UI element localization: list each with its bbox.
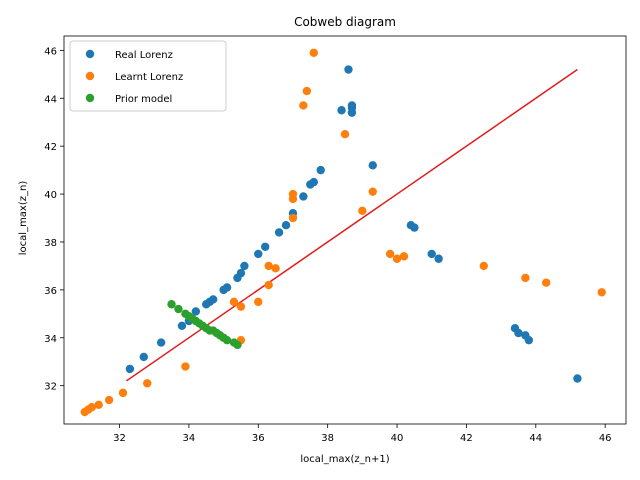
data-point — [479, 261, 488, 271]
y-tick-label: 32 — [44, 382, 57, 393]
data-point — [316, 165, 325, 175]
data-point — [264, 261, 273, 271]
data-point — [94, 400, 103, 410]
data-point — [542, 278, 551, 287]
data-point — [177, 321, 187, 331]
data-point — [358, 206, 367, 216]
data-point — [191, 307, 201, 316]
data-point — [299, 192, 308, 201]
data-point — [261, 242, 270, 251]
data-point — [236, 302, 246, 311]
data-point — [399, 252, 409, 261]
legend-marker — [85, 93, 95, 103]
data-point — [167, 300, 176, 309]
legend: Real Lorenz Learnt Lorenz Prior model — [69, 40, 227, 112]
data-point — [254, 297, 263, 307]
data-point — [427, 249, 436, 259]
data-point — [271, 264, 280, 273]
data-point — [229, 297, 239, 307]
x-tick-label: 34 — [183, 433, 196, 444]
data-point — [118, 388, 128, 398]
data-point — [347, 101, 357, 110]
data-point — [264, 280, 273, 290]
data-point — [597, 288, 606, 297]
data-point — [222, 283, 232, 292]
legend-label: Learnt Lorenz — [115, 72, 183, 83]
y-tick-label: 36 — [44, 286, 57, 297]
series-learnt-lorenz — [80, 48, 606, 417]
x-tick-label: 44 — [529, 433, 542, 444]
data-point — [434, 254, 443, 263]
data-point — [309, 48, 318, 57]
y-tick-label: 38 — [44, 238, 57, 249]
data-point — [340, 129, 350, 139]
data-point — [208, 295, 218, 304]
data-point — [236, 268, 246, 278]
data-point — [337, 106, 346, 115]
data-point — [521, 273, 530, 283]
y-tick-label: 44 — [44, 94, 57, 105]
data-point — [274, 228, 284, 237]
data-point — [410, 223, 419, 232]
data-point — [174, 304, 183, 314]
x-tick-label: 40 — [391, 433, 404, 444]
y-tick-label: 40 — [44, 190, 57, 201]
data-point — [281, 221, 291, 230]
data-point — [233, 340, 242, 350]
data-point — [288, 213, 298, 223]
legend-marker — [85, 49, 95, 59]
x-axis-title: local_max(z_n+1) — [300, 454, 389, 465]
data-point — [368, 161, 377, 170]
data-point — [392, 254, 402, 263]
data-point — [143, 379, 152, 388]
data-point — [104, 395, 114, 405]
x-tick-label: 32 — [113, 433, 126, 444]
data-point — [573, 374, 582, 383]
data-point — [309, 177, 318, 187]
x-tick-label: 42 — [460, 433, 473, 444]
data-point — [181, 362, 190, 371]
y-tick-label: 34 — [44, 334, 57, 345]
data-point — [299, 101, 308, 110]
y-tick-label: 46 — [44, 46, 57, 57]
data-point — [514, 328, 523, 338]
data-point — [368, 187, 377, 196]
data-point — [524, 335, 534, 345]
data-point — [254, 249, 263, 259]
legend-label: Prior model — [115, 94, 172, 105]
legend-marker — [85, 71, 95, 81]
plot-area — [80, 48, 606, 417]
legend-box — [69, 40, 227, 112]
data-point — [302, 86, 312, 96]
data-point — [87, 403, 96, 412]
y-tick-label: 42 — [44, 142, 57, 153]
axes-frame — [63, 35, 627, 425]
data-point — [156, 338, 166, 347]
x-tick-label: 36 — [252, 433, 265, 444]
series-prior-model — [167, 300, 242, 350]
data-point — [344, 65, 353, 74]
axes: 32 34 36 38 40 42 44 46 32 34 36 38 40 42 44 46 — [44, 35, 627, 444]
data-point — [385, 249, 395, 259]
x-tick-label: 38 — [321, 433, 334, 444]
data-point — [288, 189, 298, 199]
x-tick-label: 46 — [599, 433, 612, 444]
data-point — [125, 364, 135, 374]
chart-title: Cobweb diagram — [294, 15, 396, 29]
legend-label: Real Lorenz — [115, 50, 173, 61]
data-point — [139, 352, 148, 362]
data-point — [222, 335, 232, 345]
y-axis-title: local_max(z_n) — [18, 181, 29, 256]
data-point — [240, 261, 249, 271]
